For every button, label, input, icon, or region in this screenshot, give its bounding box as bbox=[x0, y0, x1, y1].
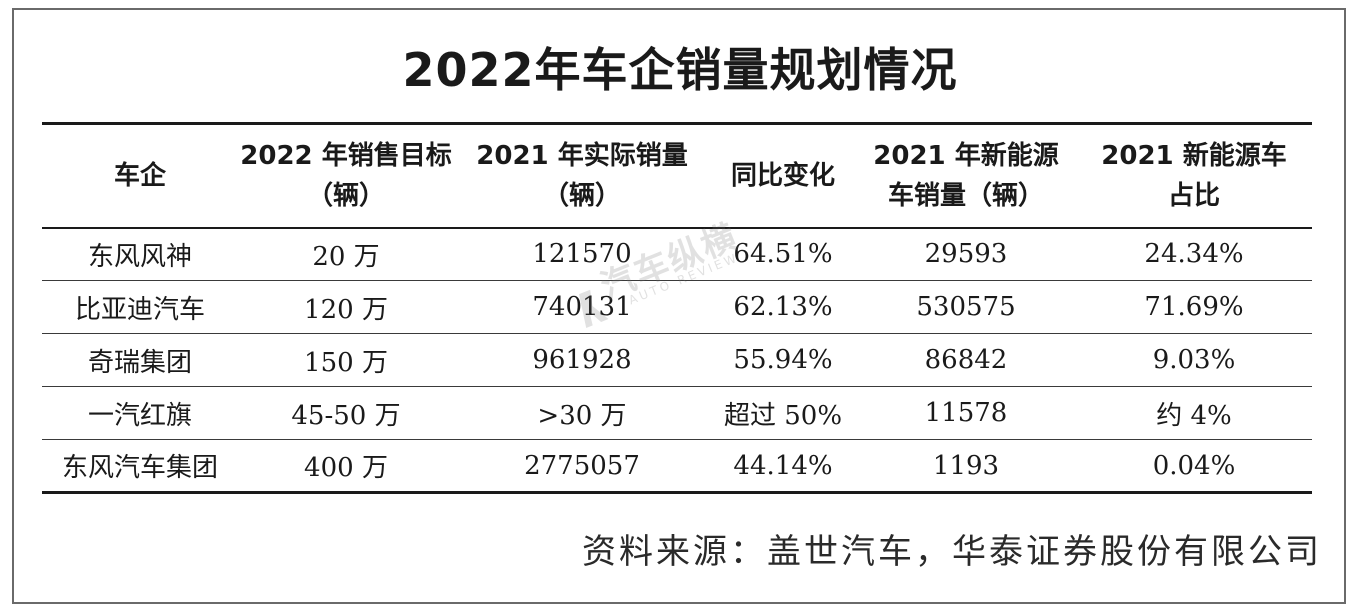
cell-2022-target: 400 万 bbox=[238, 439, 454, 494]
header-2021-nev-sales: 2021 年新能源 车销量（辆） bbox=[856, 123, 1076, 229]
cell-2021-nev-sales: 29593 bbox=[856, 227, 1076, 281]
table-row: 东风风神 20 万 121570 64.51% 29593 24.34% bbox=[42, 227, 1312, 281]
cell-2021-sales: 121570 bbox=[454, 227, 710, 281]
cell-2022-target: 120 万 bbox=[238, 280, 454, 334]
cell-yoy-change: 62.13% bbox=[710, 280, 856, 334]
table-row: 奇瑞集团 150 万 961928 55.94% 86842 9.03% bbox=[42, 333, 1312, 387]
table-header-row: 车企 2022 年销售目标 （辆） 2021 年实际销量 （辆） 同比变化 2021… bbox=[42, 123, 1312, 229]
header-2021-nev-share: 2021 新能源车 占比 bbox=[1076, 123, 1312, 229]
cell-2021-nev-sales: 1193 bbox=[856, 439, 1076, 494]
sales-plan-table: 车企 2022 年销售目标 （辆） 2021 年实际销量 （辆） 同比变化 2021… bbox=[42, 122, 1312, 494]
cell-2022-target: 20 万 bbox=[238, 227, 454, 281]
cell-company: 东风汽车集团 bbox=[42, 439, 238, 494]
cell-2021-sales: 740131 bbox=[454, 280, 710, 334]
cell-2021-nev-sales: 86842 bbox=[856, 333, 1076, 387]
cell-yoy-change: 超过 50% bbox=[710, 386, 856, 440]
cell-2021-nev-share: 约 4% bbox=[1076, 386, 1312, 440]
header-2021-sales: 2021 年实际销量 （辆） bbox=[454, 123, 710, 229]
cell-2021-nev-sales: 11578 bbox=[856, 386, 1076, 440]
cell-2021-nev-share: 24.34% bbox=[1076, 227, 1312, 281]
cell-2021-sales: 2775057 bbox=[454, 439, 710, 494]
page-title: 2022年车企销量规划情况 bbox=[402, 43, 958, 97]
cell-yoy-change: 44.14% bbox=[710, 439, 856, 494]
cell-2021-nev-sales: 530575 bbox=[856, 280, 1076, 334]
table-row: 比亚迪汽车 120 万 740131 62.13% 530575 71.69% bbox=[42, 280, 1312, 334]
cell-2021-sales: >30 万 bbox=[454, 386, 710, 440]
cell-2021-nev-share: 0.04% bbox=[1076, 439, 1312, 494]
source-note: 资料来源：盖世汽车，华泰证券股份有限公司 bbox=[582, 532, 1322, 572]
cell-company: 一汽红旗 bbox=[42, 386, 238, 440]
cell-company: 奇瑞集团 bbox=[42, 333, 238, 387]
cell-yoy-change: 64.51% bbox=[710, 227, 856, 281]
table-row: 东风汽车集团 400 万 2775057 44.14% 1193 0.04% bbox=[42, 439, 1312, 494]
cell-2021-nev-share: 71.69% bbox=[1076, 280, 1312, 334]
header-company: 车企 bbox=[42, 123, 238, 229]
cell-2021-nev-share: 9.03% bbox=[1076, 333, 1312, 387]
cell-2021-sales: 961928 bbox=[454, 333, 710, 387]
cell-company: 比亚迪汽车 bbox=[42, 280, 238, 334]
header-2022-target: 2022 年销售目标 （辆） bbox=[238, 123, 454, 229]
header-yoy-change: 同比变化 bbox=[710, 123, 856, 229]
cell-company: 东风风神 bbox=[42, 227, 238, 281]
table-row: 一汽红旗 45-50 万 >30 万 超过 50% 11578 约 4% bbox=[42, 386, 1312, 440]
cell-yoy-change: 55.94% bbox=[710, 333, 856, 387]
cell-2022-target: 150 万 bbox=[238, 333, 454, 387]
cell-2022-target: 45-50 万 bbox=[238, 386, 454, 440]
